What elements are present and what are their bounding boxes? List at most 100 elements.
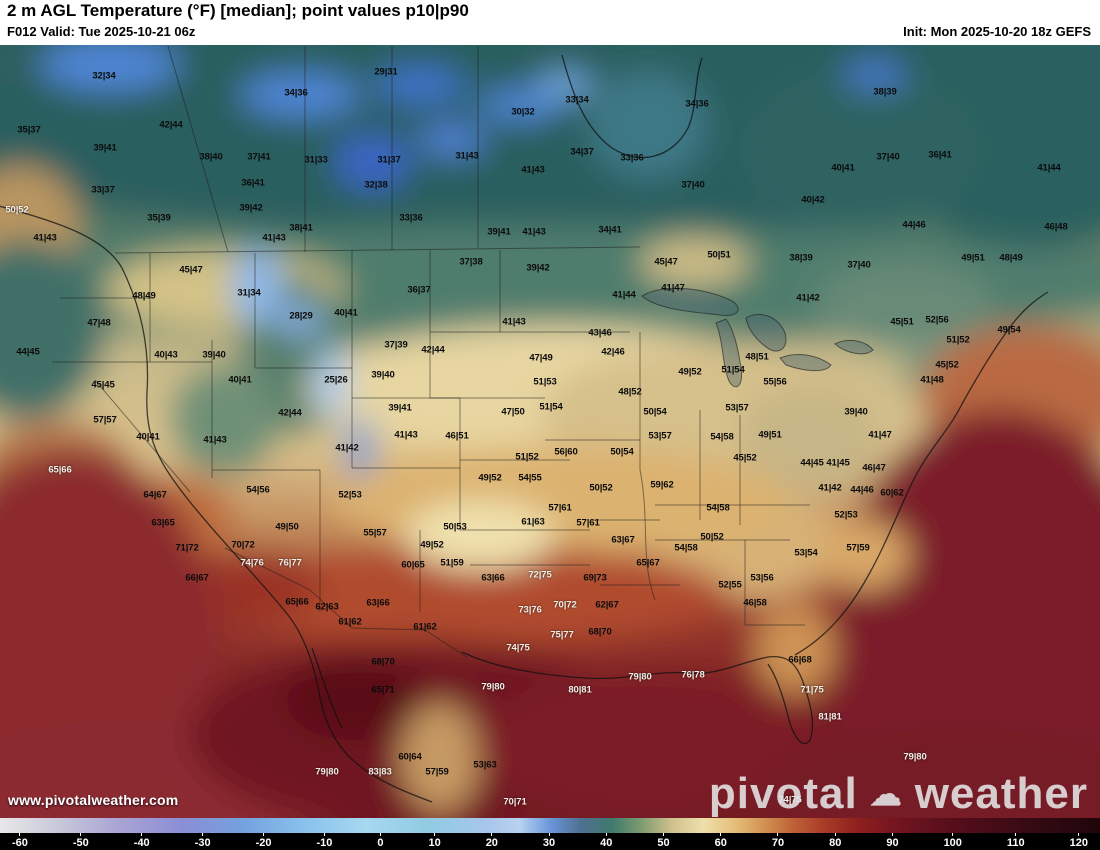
point-value: 41|42 — [818, 482, 842, 494]
point-value: 38|41 — [289, 222, 313, 234]
point-value: 35|37 — [17, 124, 41, 136]
point-value: 36|37 — [407, 284, 431, 296]
point-value: 37|39 — [384, 339, 408, 351]
colorbar-gradient — [0, 818, 1100, 833]
point-value: 79|80 — [903, 751, 927, 763]
point-value: 50|51 — [707, 249, 731, 261]
point-value: 63|66 — [481, 572, 505, 584]
point-value: 51|54 — [721, 364, 745, 376]
point-value: 53|57 — [648, 430, 672, 442]
point-value: 54|56 — [246, 484, 270, 496]
point-value: 48|49 — [999, 252, 1023, 264]
point-value: 41|43 — [203, 434, 227, 446]
point-value: 30|32 — [511, 106, 535, 118]
point-value: 33|34 — [565, 94, 589, 106]
temperature-map[interactable]: 32|34 34|36 29|31 30|32 33|34 34|36 38|39 35|37… — [0, 45, 1100, 818]
point-value: 40|42 — [801, 194, 825, 206]
point-value: 49|51 — [758, 429, 782, 441]
point-value: 57|61 — [576, 517, 600, 529]
colorbar-tick: 110 — [1007, 833, 1025, 849]
point-value: 50|52 — [5, 204, 29, 216]
point-value: 65|71 — [371, 684, 395, 696]
point-value: 71|72 — [175, 542, 199, 554]
point-value: 34|41 — [598, 224, 622, 236]
point-value: 44|46 — [902, 219, 926, 231]
point-value: 74|75 — [778, 794, 802, 806]
point-value: 44|45 — [800, 457, 824, 469]
colorbar-tick: 10 — [428, 833, 441, 849]
colorbar-tick: -60 — [12, 833, 28, 849]
point-value: 49|54 — [997, 324, 1021, 336]
point-value: 74|76 — [240, 557, 264, 569]
point-value: 45|47 — [179, 264, 203, 276]
point-value: 36|41 — [928, 149, 952, 161]
point-value: 68|70 — [371, 656, 395, 668]
colorbar-tick: 120 — [1070, 833, 1088, 849]
point-value: 34|36 — [284, 87, 308, 99]
colorbar-tick: 60 — [715, 833, 727, 849]
point-value: 47|50 — [501, 406, 525, 418]
point-value: 45|47 — [654, 256, 678, 268]
point-value: 41|43 — [394, 429, 418, 441]
point-value: 54|55 — [518, 472, 542, 484]
point-value: 75|77 — [550, 629, 574, 641]
point-value: 70|71 — [503, 796, 527, 808]
point-value: 28|29 — [289, 310, 313, 322]
point-value: 38|39 — [789, 252, 813, 264]
point-value: 41|45 — [826, 457, 850, 469]
point-value: 50|54 — [643, 406, 667, 418]
point-value: 45|45 — [91, 379, 115, 391]
point-value: 65|66 — [285, 596, 309, 608]
init-time: Init: Mon 2025-10-20 18z GEFS — [903, 24, 1091, 39]
point-value: 50|54 — [610, 446, 634, 458]
point-value: 43|46 — [588, 327, 612, 339]
point-value: 45|52 — [733, 452, 757, 464]
point-value: 61|63 — [521, 516, 545, 528]
point-value: 49|52 — [420, 539, 444, 551]
point-value: 33|36 — [620, 152, 644, 164]
point-value: 60|64 — [398, 751, 422, 763]
coastlines — [0, 54, 1049, 803]
point-value: 70|72 — [553, 599, 577, 611]
point-value: 52|53 — [338, 489, 362, 501]
great-lakes — [641, 287, 874, 388]
point-value: 46|47 — [862, 462, 886, 474]
point-value: 50|52 — [589, 482, 613, 494]
point-value: 41|43 — [502, 316, 526, 328]
point-value: 46|58 — [743, 597, 767, 609]
temperature-colorbar: -60 -50 -40 -30 -20 -10 0 10 20 30 40 50 60 70 80 90 100… — [0, 818, 1100, 850]
point-value: 31|37 — [377, 154, 401, 166]
point-value: 45|51 — [890, 316, 914, 328]
point-value: 48|49 — [132, 290, 156, 302]
point-value: 57|59 — [425, 766, 449, 778]
point-value: 40|43 — [154, 349, 178, 361]
point-value: 79|80 — [628, 671, 652, 683]
point-value: 31|43 — [455, 150, 479, 162]
point-value: 51|53 — [533, 376, 557, 388]
point-value: 31|34 — [237, 287, 261, 299]
point-value: 49|51 — [961, 252, 985, 264]
point-value: 41|43 — [262, 232, 286, 244]
point-value: 72|75 — [528, 569, 552, 581]
point-value: 33|36 — [399, 212, 423, 224]
point-value: 32|34 — [92, 70, 116, 82]
point-value: 41|47 — [661, 282, 685, 294]
point-value: 80|81 — [568, 684, 592, 696]
map-title: 2 m AGL Temperature (°F) [median]; point… — [7, 1, 469, 20]
colorbar-tick: -40 — [134, 833, 150, 849]
point-value: 34|37 — [570, 146, 594, 158]
point-value: 52|55 — [718, 579, 742, 591]
brand-word-pivotal: pivotal — [708, 769, 858, 818]
website-watermark: www.pivotalweather.com — [8, 792, 179, 808]
point-value: 46|48 — [1044, 221, 1068, 233]
point-value: 57|59 — [846, 542, 870, 554]
point-value: 32|38 — [364, 179, 388, 191]
point-value: 79|80 — [315, 766, 339, 778]
colorbar-tick: 90 — [886, 833, 899, 849]
point-value: 49|52 — [678, 366, 702, 378]
point-value: 62|63 — [315, 601, 339, 613]
point-value: 54|58 — [674, 542, 698, 554]
point-value: 33|37 — [91, 184, 115, 196]
point-value: 63|66 — [366, 597, 390, 609]
point-value: 37|40 — [847, 259, 871, 271]
